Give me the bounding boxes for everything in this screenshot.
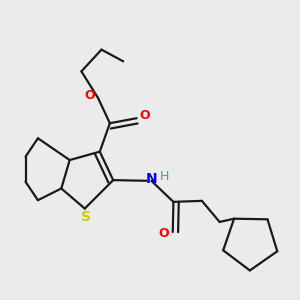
Text: O: O: [140, 109, 150, 122]
Text: S: S: [81, 210, 92, 224]
Text: N: N: [146, 172, 157, 186]
Text: O: O: [85, 89, 95, 102]
Text: H: H: [159, 170, 169, 183]
Text: O: O: [158, 227, 169, 240]
